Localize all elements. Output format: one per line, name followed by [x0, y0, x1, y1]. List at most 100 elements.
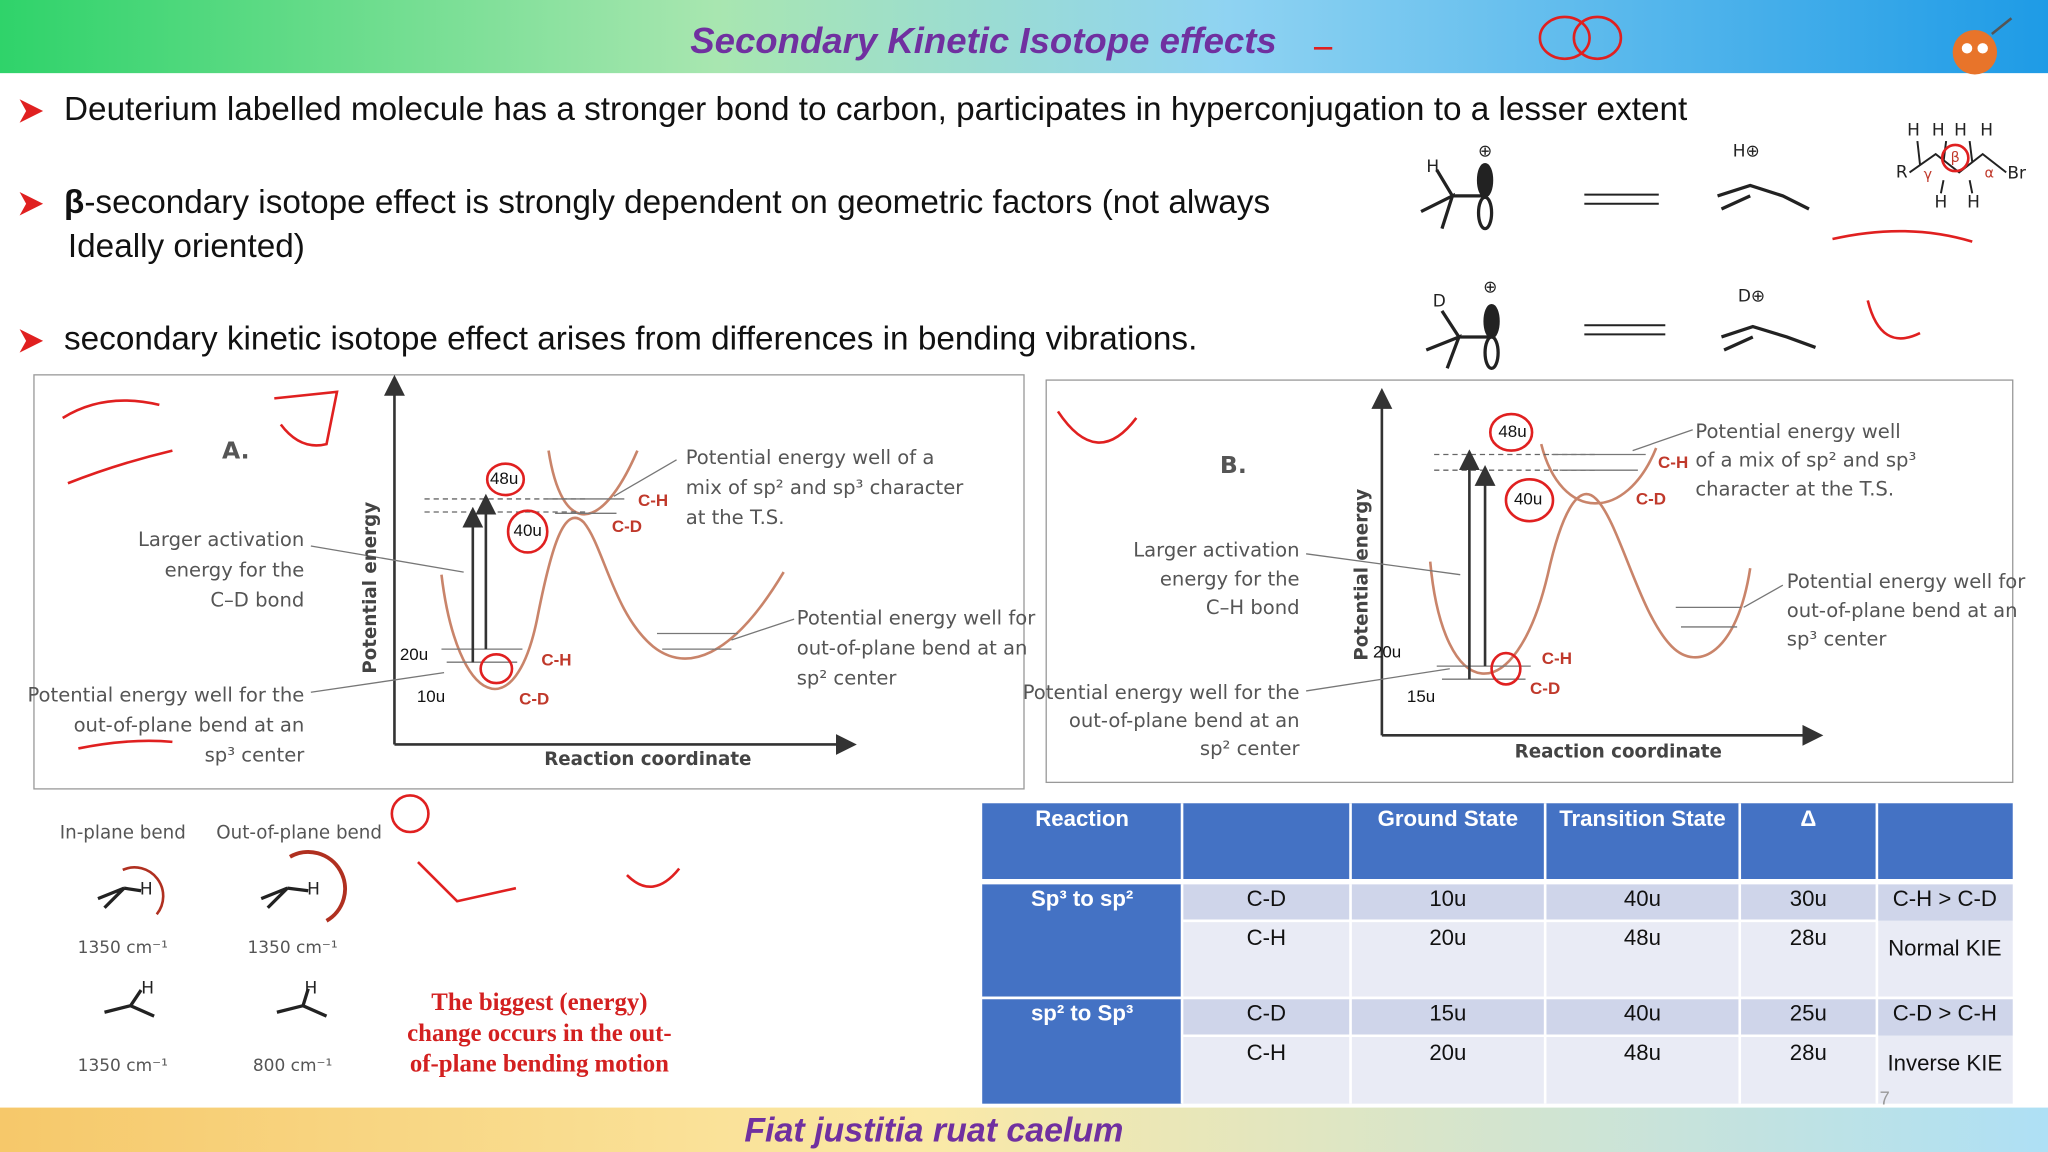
data-table: Reaction Ground State Transition State Δ Sp³… [982, 803, 2013, 1104]
bullet-text: Deuterium labelled molecule has a strong… [64, 91, 1687, 128]
table-cell: C-D > C-H [1893, 1001, 1997, 1026]
level-label: 48u [490, 469, 518, 488]
note-text: of-plane bending motion [410, 1050, 669, 1077]
figure-a-frame [33, 374, 1025, 790]
atom-label: H [1932, 121, 1945, 141]
table-cell: 10u [1429, 886, 1466, 911]
bend-title: In-plane bend [60, 822, 186, 843]
figure-label: B. [1220, 451, 1247, 479]
frequency-label: 1350 cm⁻¹ [78, 938, 168, 958]
table-cell: 20u [1429, 925, 1466, 950]
atom-label: α [1984, 166, 1993, 182]
bend-title: Out-of-plane bend [216, 822, 382, 843]
frequency-label: 800 cm⁻¹ [253, 1056, 332, 1076]
bullet-bold: β [64, 184, 84, 221]
bond-label: C-D [519, 690, 549, 709]
bullet-text: β-secondary isotope effect is strongly d… [64, 184, 1270, 221]
table-row-header [982, 999, 1183, 1104]
callout-text: out-of-plane bend at an [797, 637, 1028, 660]
callout-text: Potential energy well for the [1023, 681, 1300, 704]
figure-b-frame [1045, 379, 2014, 784]
header-band [0, 0, 2048, 74]
table-cell: 28u [1790, 925, 1827, 950]
level-label: 15u [1407, 687, 1435, 706]
table-cell: 15u [1429, 1001, 1466, 1026]
footer-motto: Fiat justitia ruat caelum [744, 1111, 1123, 1149]
callout-text: sp³ center [205, 744, 306, 767]
x-axis-title: Reaction coordinate [1515, 741, 1722, 762]
bullet-markers [19, 99, 44, 353]
bond-label: C-H [1542, 649, 1572, 668]
callout-text: at the T.S. [686, 506, 785, 529]
level-label: 40u [1514, 490, 1542, 509]
bullet-text: secondary kinetic isotope effect arises … [64, 321, 1197, 358]
table-cell: 30u [1790, 886, 1827, 911]
atom-label: γ [1924, 167, 1933, 183]
atom-label: H [1907, 121, 1920, 141]
callout-text: of a mix of sp² and sp³ [1695, 449, 1916, 472]
table-cell: 48u [1624, 925, 1661, 950]
atom-label: H [307, 879, 320, 899]
level-label: 10u [417, 687, 445, 706]
table-cell: 20u [1429, 1040, 1466, 1065]
level-label: 20u [400, 645, 428, 664]
callout-text: energy for the [1160, 567, 1300, 590]
table-row [1182, 999, 2013, 1036]
note-text: change occurs in the out- [407, 1020, 671, 1047]
table-cell: C-H [1247, 925, 1286, 950]
bullet-text-part: -secondary isotope effect is strongly de… [84, 184, 1270, 221]
atom-label: H [1980, 121, 1993, 141]
callout-text: Potential energy well for the [27, 684, 304, 707]
level-label: 40u [514, 521, 542, 540]
handwritten-annotations [62, 15, 1973, 903]
table-cell: Sp³ to sp² [1031, 886, 1133, 911]
table-cell: C-D [1247, 886, 1286, 911]
atom-label: H [141, 979, 154, 999]
slide-title: Secondary Kinetic Isotope effects [690, 20, 1277, 61]
bond-label: C-D [1530, 679, 1560, 698]
table-header-cell: Transition State [1559, 806, 1725, 831]
callout-text: Larger activation [1133, 539, 1299, 562]
callout-text: sp³ center [1787, 628, 1888, 651]
callout-text: out-of-plane bend at an [1069, 709, 1300, 732]
level-label: 48u [1498, 422, 1526, 441]
bond-label: C-H [541, 650, 571, 669]
table-cell: Inverse KIE [1887, 1050, 2002, 1075]
table-header-cell: Δ [1800, 806, 1816, 831]
note-text: The biggest (energy) [431, 989, 647, 1016]
figure-label: A. [222, 436, 250, 464]
table-header-cell: Reaction [1035, 806, 1129, 831]
callout-text: sp² center [797, 667, 898, 690]
callout-text: character at the T.S. [1695, 477, 1894, 500]
logo [1952, 17, 2013, 75]
table-cell: Normal KIE [1888, 935, 2001, 960]
atom-label: H [1935, 192, 1948, 212]
table-header [982, 803, 2013, 880]
frequency-label: 1350 cm⁻¹ [247, 938, 337, 958]
table-row-header [982, 884, 1183, 997]
atom-label: H [1426, 157, 1439, 177]
bond-label: C-D [612, 517, 642, 536]
frequency-label: 1350 cm⁻¹ [78, 1056, 168, 1076]
callout-text: Potential energy well for [797, 607, 1036, 630]
table-cell: C-H [1247, 1040, 1286, 1065]
y-axis-title: Potential energy [1351, 489, 1372, 661]
callout-text: energy for the [165, 558, 305, 581]
structure-drawings [1420, 140, 2007, 370]
table-cell: C-D [1247, 1001, 1286, 1026]
callout-text: mix of sp² and sp³ character [686, 476, 965, 499]
callout-text: Potential energy well [1695, 420, 1900, 443]
callout-text: sp² center [1200, 737, 1301, 760]
callout-text: Potential energy well for [1787, 570, 2026, 593]
table-cell: 28u [1790, 1040, 1827, 1065]
atom-label: β [1951, 150, 1960, 166]
table-header-cell: Ground State [1378, 806, 1519, 831]
callout-text: out-of-plane bend at an [74, 714, 305, 737]
atom-label: H [1967, 192, 1980, 212]
table-cell: sp² to Sp³ [1031, 1001, 1133, 1026]
callout-text: C–H bond [1206, 596, 1300, 619]
table-cell: C-H > C-D [1893, 886, 1997, 911]
table-cell: 40u [1624, 886, 1661, 911]
bullet-continuation: Ideally oriented) [68, 228, 305, 265]
